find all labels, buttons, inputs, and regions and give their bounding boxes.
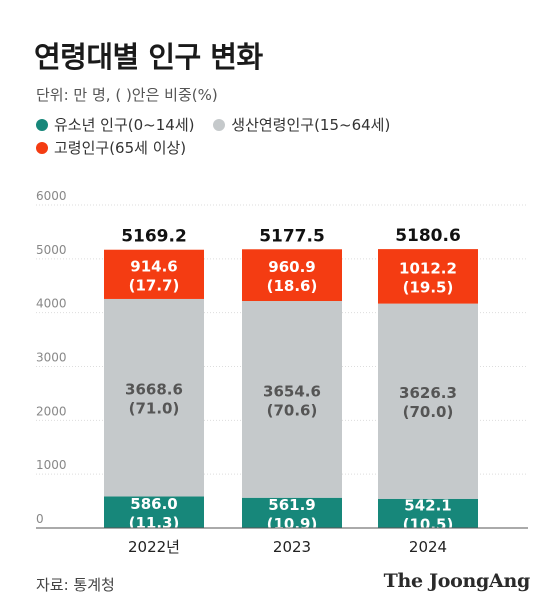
brand-logo: The JoongAng	[383, 570, 531, 592]
x-tick-label-2: 2024	[409, 538, 447, 556]
bar-share-label-1-2: (70.0)	[403, 403, 454, 421]
legend-item-working-age: 생산연령인구(15~64세)	[213, 114, 390, 135]
legend-row-1: 유소년 인구(0~14세) 생산연령인구(15~64세)	[36, 114, 404, 135]
bar-segment-0-0	[104, 496, 204, 528]
bar-total-label-1: 5177.5	[259, 226, 325, 246]
legend-label-working-age: 생산연령인구(15~64세)	[231, 116, 391, 134]
bar-share-label-2-0: (17.7)	[129, 276, 180, 294]
bar-value-label-1-0: 3668.6	[125, 381, 183, 399]
bar-share-label-0-2: (10.5)	[403, 515, 454, 533]
bar-share-label-0-0: (11.3)	[129, 514, 180, 532]
bar-share-label-1-1: (70.6)	[267, 401, 318, 419]
y-tick-label-4000: 4000	[36, 297, 67, 311]
bar-value-label-0-0: 586.0	[130, 495, 177, 513]
legend-item-youth: 유소년 인구(0~14세)	[36, 114, 194, 135]
y-tick-label-1000: 1000	[36, 458, 67, 472]
bar-share-label-2-1: (18.6)	[267, 277, 318, 295]
x-tick-label-0: 2022년	[128, 538, 180, 556]
bar-value-label-2-2: 1012.2	[399, 259, 457, 277]
bar-total-label-0: 5169.2	[121, 227, 187, 247]
y-tick-label-6000: 6000	[36, 189, 67, 203]
source-note: 자료: 통계청	[36, 576, 115, 594]
bar-segment-1-2	[378, 303, 478, 499]
bar-value-label-0-1: 561.9	[268, 496, 315, 514]
bar-segment-2-2	[378, 249, 478, 304]
legend-item-elderly: 고령인구(65세 이상)	[36, 137, 186, 158]
legend-label-youth: 유소년 인구(0~14세)	[54, 116, 195, 134]
bar-total-label-2: 5180.6	[395, 226, 461, 246]
y-tick-label-0: 0	[36, 512, 44, 526]
bar-segment-0-2	[378, 498, 478, 528]
bar-segment-2-0	[104, 249, 204, 299]
bar-value-label-1-2: 3626.3	[399, 384, 457, 402]
bar-segment-1-0	[104, 298, 204, 497]
bar-value-label-0-2: 542.1	[404, 496, 451, 514]
legend-row-2: 고령인구(65세 이상)	[36, 137, 200, 158]
y-tick-label-2000: 2000	[36, 404, 67, 418]
legend-dot-youth	[36, 118, 48, 131]
bar-segment-2-1	[242, 249, 342, 302]
unit-note: 단위: 만 명, ( )안은 비중(%)	[36, 86, 218, 104]
legend-label-elderly: 고령인구(65세 이상)	[54, 139, 187, 157]
bar-segment-1-1	[242, 301, 342, 498]
bar-segment-0-1	[242, 497, 342, 528]
y-tick-label-5000: 5000	[36, 243, 67, 257]
legend-dot-elderly	[36, 141, 48, 154]
bar-share-label-1-0: (71.0)	[129, 400, 180, 418]
chart-title: 연령대별 인구 변화	[34, 40, 263, 74]
bar-share-label-2-2: (19.5)	[403, 278, 454, 296]
bar-share-label-0-1: (10.9)	[267, 515, 318, 533]
y-tick-label-3000: 3000	[36, 351, 67, 365]
bar-value-label-1-1: 3654.6	[263, 382, 321, 400]
bar-value-label-2-1: 960.9	[268, 258, 315, 276]
bar-value-label-2-0: 914.6	[130, 257, 177, 275]
x-tick-label-1: 2023	[273, 538, 311, 556]
legend-dot-working-age	[213, 118, 226, 131]
